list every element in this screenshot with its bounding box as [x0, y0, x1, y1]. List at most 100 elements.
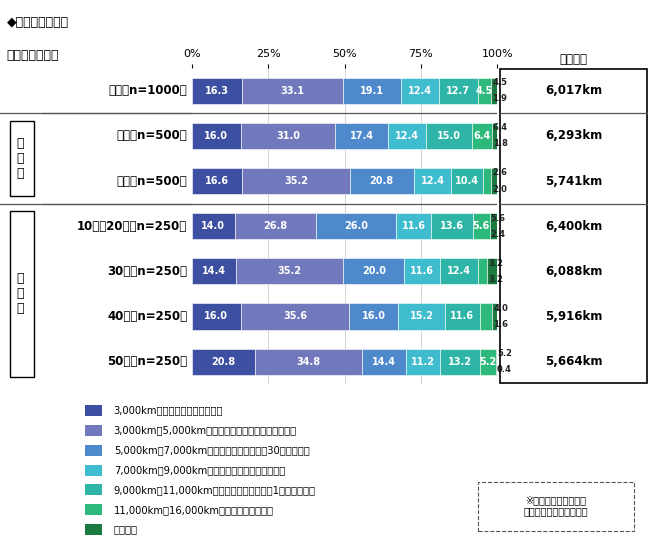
Text: 35.2: 35.2	[278, 267, 302, 276]
Bar	[478, 258, 488, 284]
Text: 4.5: 4.5	[476, 86, 493, 96]
Text: 5,000km超7,000km以下（通勤・通学片道30分くらい）: 5,000km超7,000km以下（通勤・通学片道30分くらい）	[114, 445, 309, 455]
Text: 0.4: 0.4	[497, 365, 512, 374]
Text: 6,017km: 6,017km	[545, 84, 602, 97]
Bar	[192, 168, 242, 194]
Bar	[236, 258, 343, 284]
FancyBboxPatch shape	[84, 425, 102, 436]
Bar	[445, 304, 480, 330]
Text: ※括弧内は走行距離の
目安として回答者に提示: ※括弧内は走行距離の 目安として回答者に提示	[523, 495, 588, 517]
Bar	[192, 349, 255, 375]
Bar	[488, 258, 497, 284]
Text: 6,293km: 6,293km	[545, 129, 603, 142]
Bar	[350, 168, 413, 194]
Text: 2.0: 2.0	[492, 185, 507, 193]
Text: それ以上: それ以上	[114, 525, 138, 535]
FancyBboxPatch shape	[84, 464, 102, 476]
Text: 20.8: 20.8	[211, 356, 235, 367]
Bar	[398, 304, 445, 330]
Text: 11.6: 11.6	[410, 267, 434, 276]
Bar	[440, 258, 478, 284]
Bar	[491, 77, 497, 104]
Text: 男
女
別: 男 女 別	[17, 137, 24, 180]
Bar	[343, 258, 404, 284]
Text: 5.2: 5.2	[480, 356, 497, 367]
Text: 3.2: 3.2	[488, 259, 503, 268]
Bar	[255, 349, 361, 375]
Text: 12.4: 12.4	[395, 131, 419, 141]
Text: 31.0: 31.0	[276, 131, 300, 141]
Text: 40代【n=250】: 40代【n=250】	[107, 310, 187, 323]
Bar	[343, 77, 401, 104]
Text: 12.7: 12.7	[447, 86, 471, 96]
Text: 26.8: 26.8	[263, 221, 287, 231]
Text: 11,000km超16,000km以下（毎日長距離）: 11,000km超16,000km以下（毎日長距離）	[114, 505, 274, 515]
Text: 10代・20代【n=250】: 10代・20代【n=250】	[77, 220, 187, 233]
Text: 34.8: 34.8	[296, 356, 320, 367]
Text: 30代【n=250】: 30代【n=250】	[107, 265, 187, 278]
Text: 12.4: 12.4	[447, 267, 471, 276]
Bar	[406, 349, 440, 375]
Text: 6.4: 6.4	[473, 131, 491, 141]
Text: 16.0: 16.0	[204, 312, 228, 322]
Text: 11.6: 11.6	[402, 221, 426, 231]
Text: 6.4: 6.4	[493, 123, 508, 132]
Text: 14.4: 14.4	[372, 356, 396, 367]
Text: 6,400km: 6,400km	[545, 220, 603, 233]
Bar	[413, 168, 451, 194]
Text: 13.2: 13.2	[448, 356, 472, 367]
Bar	[480, 304, 492, 330]
Text: 7,000km超9,000km以下（休日使用　時々旅行）: 7,000km超9,000km以下（休日使用 時々旅行）	[114, 465, 285, 475]
Text: 年
代
別: 年 代 別	[17, 272, 24, 316]
FancyBboxPatch shape	[84, 504, 102, 515]
Text: 33.1: 33.1	[280, 86, 304, 96]
Text: 11.6: 11.6	[450, 312, 474, 322]
Text: 平均距離: 平均距離	[560, 53, 588, 65]
Bar	[192, 123, 240, 149]
Bar	[478, 77, 491, 104]
Text: 16.3: 16.3	[205, 86, 229, 96]
Bar	[396, 213, 431, 239]
Bar	[473, 213, 490, 239]
Text: 男性【n=500】: 男性【n=500】	[116, 129, 187, 142]
Text: 26.0: 26.0	[344, 221, 368, 231]
Text: 4.5: 4.5	[492, 78, 508, 87]
Text: ％単一回答形式: ％単一回答形式	[6, 49, 59, 62]
Text: 11.2: 11.2	[411, 356, 435, 367]
FancyBboxPatch shape	[84, 445, 102, 456]
Text: 5,916km: 5,916km	[545, 310, 603, 323]
Bar	[242, 77, 343, 104]
Text: 9,000km超11,000km以下（通勤・通学片道1時間くらい）: 9,000km超11,000km以下（通勤・通学片道1時間くらい）	[114, 485, 316, 495]
Text: 35.6: 35.6	[283, 312, 307, 322]
Text: 20.8: 20.8	[370, 176, 394, 186]
Bar	[192, 77, 242, 104]
Text: 13.6: 13.6	[440, 221, 464, 231]
Text: 12.4: 12.4	[408, 86, 432, 96]
Text: 35.2: 35.2	[284, 176, 308, 186]
Text: 2.6: 2.6	[492, 168, 507, 177]
FancyBboxPatch shape	[84, 405, 102, 416]
Text: 17.4: 17.4	[350, 131, 374, 141]
Text: 2.4: 2.4	[491, 230, 506, 239]
Text: 4.0: 4.0	[493, 304, 508, 313]
Text: 20.0: 20.0	[362, 267, 386, 276]
Text: 1.6: 1.6	[493, 320, 508, 329]
Text: 1.8: 1.8	[493, 140, 508, 148]
Text: ◆年間の走行距離: ◆年間の走行距離	[6, 16, 69, 29]
Text: 10.4: 10.4	[455, 176, 479, 186]
Text: 全体【n=1000】: 全体【n=1000】	[109, 84, 187, 97]
Text: 19.1: 19.1	[360, 86, 384, 96]
Bar	[439, 77, 478, 104]
Bar	[490, 213, 497, 239]
Text: 5.2: 5.2	[497, 349, 512, 358]
Bar	[350, 304, 398, 330]
Bar	[192, 213, 235, 239]
Text: 5,664km: 5,664km	[545, 355, 603, 368]
Text: 5,741km: 5,741km	[545, 174, 603, 187]
Bar	[492, 123, 497, 149]
Text: 3,000km超5,000km以下（近所の買物などがメイン）: 3,000km超5,000km以下（近所の買物などがメイン）	[114, 425, 297, 435]
Text: 15.2: 15.2	[410, 312, 434, 322]
Bar	[192, 258, 236, 284]
Text: 16.0: 16.0	[204, 131, 228, 141]
Bar	[496, 349, 497, 375]
